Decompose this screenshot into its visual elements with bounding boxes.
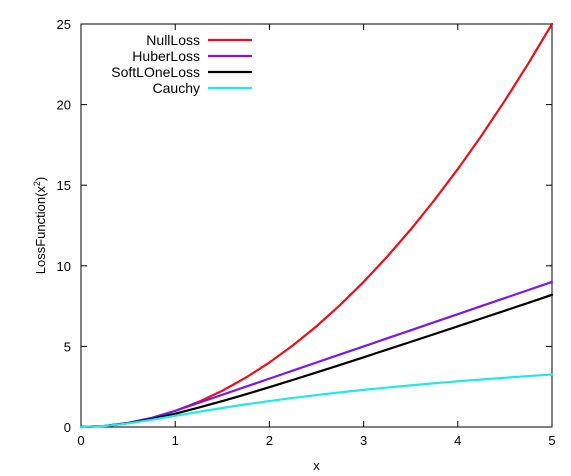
legend-label: SoftLOneLoss bbox=[111, 64, 200, 80]
legend-label: Cauchy bbox=[153, 80, 200, 96]
y-axis-label: LossFunction(x2) bbox=[32, 177, 48, 275]
x-tick-label: 0 bbox=[77, 433, 84, 448]
y-tick-label: 20 bbox=[57, 98, 71, 113]
series-line-huberloss bbox=[79, 280, 554, 429]
y-axis-label-main: LossFunction(x bbox=[33, 186, 48, 275]
y-tick-label: 0 bbox=[64, 420, 71, 435]
x-axis-label: x bbox=[313, 458, 320, 473]
x-tick-label: 1 bbox=[172, 433, 179, 448]
x-tick-label: 4 bbox=[454, 433, 461, 448]
y-tick-label: 10 bbox=[57, 259, 71, 274]
y-tick-label: 25 bbox=[57, 17, 71, 32]
series-layer bbox=[79, 22, 554, 429]
legend-label: NullLoss bbox=[146, 32, 200, 48]
y-tick-label: 15 bbox=[57, 178, 71, 193]
x-tick-label: 5 bbox=[548, 433, 555, 448]
legend-label: HuberLoss bbox=[132, 48, 200, 64]
y-axis-label-suffix: ) bbox=[33, 177, 48, 181]
x-tick-label: 3 bbox=[360, 433, 367, 448]
series-line-cauchy bbox=[79, 373, 554, 429]
y-tick-label: 5 bbox=[64, 339, 71, 354]
plot-frame bbox=[80, 23, 553, 428]
x-tick-label: 2 bbox=[266, 433, 273, 448]
y-axis-label-superscript: 2 bbox=[32, 181, 42, 186]
ticks-layer: 0 1 2 3 4 5 0 5 10 15 20 25 bbox=[57, 17, 556, 448]
series-line-softloneloss bbox=[79, 293, 554, 429]
